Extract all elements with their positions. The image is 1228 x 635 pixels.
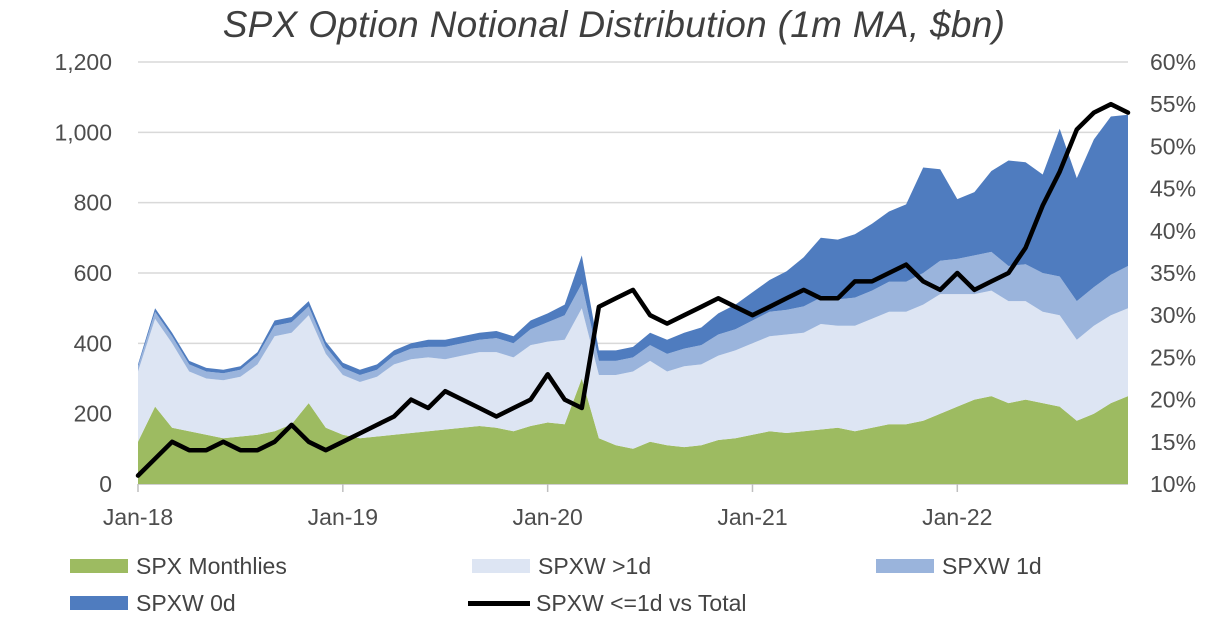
x-tick-label: Jan-20 xyxy=(512,504,582,530)
x-tick-label: Jan-19 xyxy=(308,504,378,530)
y-left-tick-label: 800 xyxy=(74,190,112,216)
legend-item-spxw-1d: SPXW 1d xyxy=(876,551,1042,581)
legend-label: SPXW 1d xyxy=(942,552,1042,579)
y-right-tick-label: 10% xyxy=(1150,471,1196,497)
chart-plot-area: 0 200 400 600 800 1,000 1,200 10% 15% 20% 25% 30% 35… xyxy=(54,49,1196,530)
y-right-tick-label: 55% xyxy=(1150,91,1196,117)
y-right-tick-label: 50% xyxy=(1150,133,1196,159)
axes: 0 200 400 600 800 1,000 1,200 10% 15% 20% 25% 30% 35… xyxy=(54,49,1196,530)
x-tick-label: Jan-22 xyxy=(922,504,992,530)
ratio-line-layer xyxy=(135,101,1131,478)
y-right-tick-label: 35% xyxy=(1150,260,1196,286)
legend-swatch-spx-monthlies xyxy=(70,559,128,573)
y-right-tick-label: 20% xyxy=(1150,387,1196,413)
y-left-tick-label: 200 xyxy=(74,401,112,427)
legend-swatch-spxw-1d xyxy=(876,559,934,573)
legend-item-spx-monthlies: SPX Monthlies xyxy=(70,551,287,581)
legend-label: SPXW 0d xyxy=(136,589,236,616)
y-left-tick-label: 1,000 xyxy=(54,119,112,145)
legend-item-ratio-line: SPXW <=1d vs Total xyxy=(468,588,747,618)
legend-item-spxw-0d: SPXW 0d xyxy=(70,588,236,618)
legend-item-spxw-gt1d: SPXW >1d xyxy=(472,551,651,581)
legend-swatch-spxw-gt1d xyxy=(472,559,530,573)
y-left-tick-label: 0 xyxy=(99,471,112,497)
legend-label: SPXW >1d xyxy=(538,552,652,579)
y-right-tick-label: 30% xyxy=(1150,302,1196,328)
area-series-spxw-0d xyxy=(138,114,1128,376)
x-tick-label: Jan-21 xyxy=(717,504,787,530)
y-right-tick-label: 15% xyxy=(1150,429,1196,455)
area-series-spx-monthlies xyxy=(138,378,1128,484)
y-left-tick-label: 600 xyxy=(74,260,112,286)
chart-legend: SPX Monthlies SPXW >1d SPXW 1d SPXW 0d S… xyxy=(0,548,1228,628)
x-tick-label: Jan-18 xyxy=(103,504,173,530)
y-right-tick-label: 40% xyxy=(1150,218,1196,244)
stacked-areas xyxy=(138,114,1128,484)
legend-label: SPXW <=1d vs Total xyxy=(536,589,747,616)
legend-swatch-spxw-0d xyxy=(70,596,128,610)
legend-label: SPX Monthlies xyxy=(136,552,287,579)
y-right-tick-label: 45% xyxy=(1150,176,1196,202)
y-left-tick-label: 400 xyxy=(74,330,112,356)
y-right-tick-label: 60% xyxy=(1150,49,1196,75)
y-left-tick-label: 1,200 xyxy=(54,49,112,75)
chart-title: SPX Option Notional Distribution (1m MA,… xyxy=(222,4,1006,45)
y-right-tick-label: 25% xyxy=(1150,344,1196,370)
legend-line-ratio xyxy=(468,600,530,606)
area-series-spxw-1d xyxy=(138,290,1128,449)
